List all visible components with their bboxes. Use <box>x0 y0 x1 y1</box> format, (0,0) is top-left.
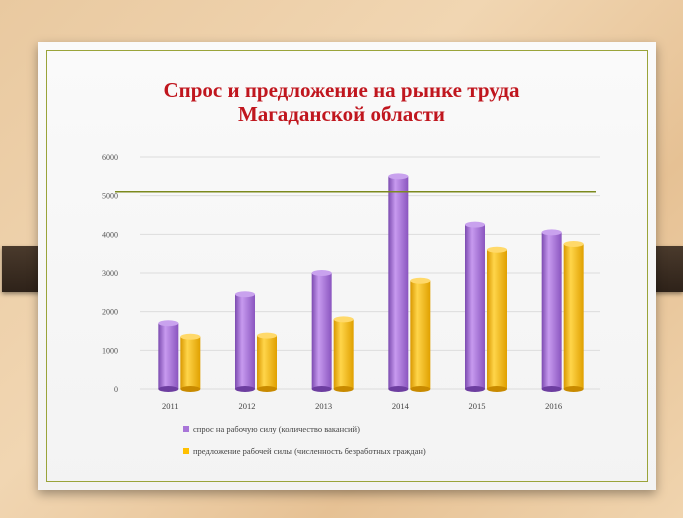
bar-cap-supply <box>410 277 431 284</box>
bar-base-demand <box>388 386 409 392</box>
bar-body-demand <box>235 294 255 389</box>
x-tick-label: 2015 <box>469 401 486 411</box>
chart-title-line-1: Спрос и предложение на рынке труда <box>163 78 520 102</box>
y-tick-label: 4000 <box>102 230 118 239</box>
bar-body-demand <box>158 323 179 389</box>
bar-demand <box>541 229 562 392</box>
bar-body-demand <box>541 232 562 389</box>
bar-body-supply <box>180 336 201 389</box>
y-tick-label: 3000 <box>102 269 118 278</box>
legend-item-supply: предложение рабочей силы (численность бе… <box>183 442 426 460</box>
x-tick-label: 2016 <box>545 401 562 411</box>
bar-supply <box>180 333 201 392</box>
y-tick-label: 6000 <box>102 153 118 162</box>
grid-lines <box>140 156 600 390</box>
bar-supply <box>563 241 584 392</box>
legend-label-demand: спрос на рабочую силу (количество ваканс… <box>193 424 360 434</box>
bar-cap-supply <box>487 246 507 253</box>
bar-body-demand <box>388 176 409 389</box>
bars <box>158 173 584 392</box>
bar-supply <box>487 246 507 392</box>
bar-supply <box>410 277 431 392</box>
x-tick-labels: 2011 2012 2013 2014 2015 2016 <box>162 401 562 411</box>
bar-demand <box>235 291 255 392</box>
bar-cap-supply <box>257 332 277 339</box>
bar-base-demand <box>235 386 255 392</box>
bar-base-supply <box>257 386 277 392</box>
legend-swatch-supply <box>183 448 189 454</box>
bar-demand <box>311 270 332 392</box>
bar-cap-demand <box>158 320 179 327</box>
bar-base-demand <box>158 386 179 392</box>
bar-cap-demand <box>541 229 562 236</box>
bar-base-demand <box>311 386 332 392</box>
bar-base-supply <box>563 386 584 392</box>
bar-base-demand <box>465 386 485 392</box>
x-tick-label: 2014 <box>392 401 410 411</box>
bar-supply <box>257 332 277 392</box>
bar-cap-demand <box>388 173 409 180</box>
bar-base-supply <box>333 386 354 392</box>
bar-base-demand <box>541 386 562 392</box>
bar-supply <box>333 316 354 392</box>
y-tick-labels: 0 1000 2000 3000 4000 5000 6000 <box>102 153 118 394</box>
bar-cap-demand <box>465 221 485 228</box>
y-tick-label: 1000 <box>102 346 118 355</box>
x-tick-label: 2012 <box>239 401 256 411</box>
bar-body-supply <box>257 335 277 389</box>
bar-base-supply <box>410 386 431 392</box>
bar-base-supply <box>180 386 201 392</box>
bar-body-demand <box>311 273 332 389</box>
bar-body-supply <box>410 280 431 389</box>
bar-cap-supply <box>333 316 354 323</box>
bar-demand <box>388 173 409 392</box>
chart-title: Спрос и предложение на рынке труда Магад… <box>0 78 683 126</box>
legend-label-supply: предложение рабочей силы (численность бе… <box>193 446 426 456</box>
bar-cap-supply <box>180 333 201 340</box>
bar-cap-demand <box>311 270 332 276</box>
legend-swatch-demand <box>183 426 189 432</box>
bar-body-demand <box>465 224 485 389</box>
x-tick-label: 2011 <box>162 401 179 411</box>
x-tick-label: 2013 <box>315 401 332 411</box>
chart-title-line-2: Магаданской области <box>237 102 446 126</box>
bar-cap-supply <box>563 241 584 247</box>
bar-base-supply <box>487 386 507 392</box>
bar-body-supply <box>333 319 354 389</box>
y-tick-label: 5000 <box>102 192 118 201</box>
bar-demand <box>465 221 485 392</box>
bar-demand <box>158 320 179 392</box>
bar-body-supply <box>487 249 507 389</box>
bar-body-supply <box>563 244 584 389</box>
legend: спрос на рабочую силу (количество ваканс… <box>183 420 426 464</box>
y-tick-label: 0 <box>114 385 118 394</box>
y-tick-label: 2000 <box>102 308 118 317</box>
bar-cap-demand <box>235 291 255 298</box>
legend-item-demand: спрос на рабочую силу (количество ваканс… <box>183 420 426 438</box>
